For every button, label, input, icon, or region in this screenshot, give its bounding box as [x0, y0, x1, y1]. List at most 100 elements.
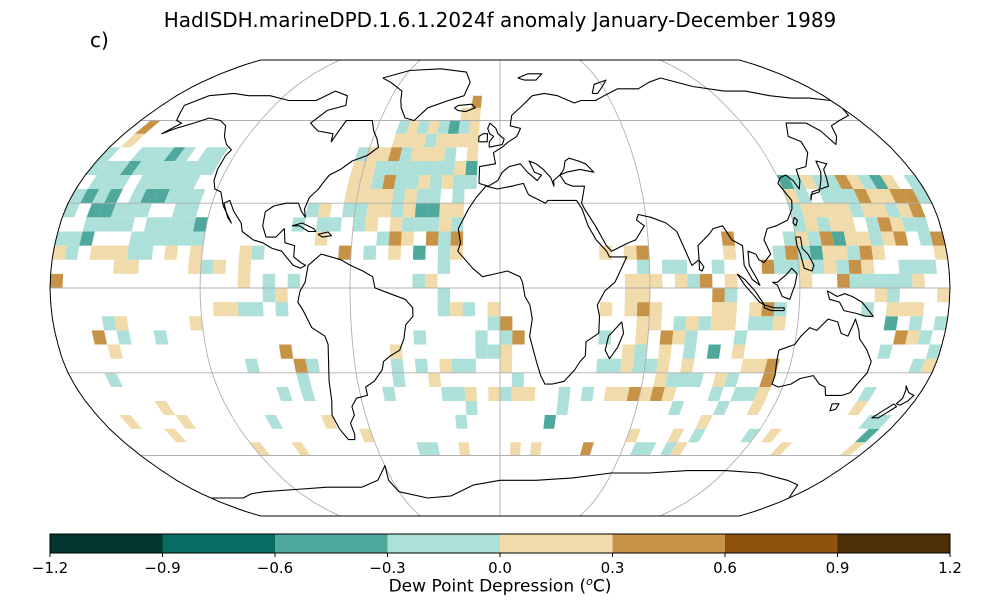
anomaly-cell: [279, 344, 294, 359]
anomaly-cell: [296, 372, 312, 387]
anomaly-cell: [177, 161, 198, 175]
anomaly-cell: [680, 358, 695, 373]
anomaly-cell: [402, 203, 416, 218]
anomaly-cell: [455, 415, 468, 429]
anomaly-cell: [388, 245, 401, 260]
anomaly-cell: [603, 387, 618, 401]
anomaly-cell: [624, 288, 638, 303]
anomaly-cell: [416, 442, 431, 456]
anomaly-cell: [439, 203, 452, 218]
anomaly-cell: [760, 428, 783, 443]
anomaly-cell: [687, 273, 700, 288]
anomaly-cell: [871, 245, 886, 260]
anomaly-cell: [142, 161, 164, 175]
anomaly-cell: [116, 330, 132, 345]
anomaly-cell: [181, 175, 201, 189]
anomaly-cell: [684, 330, 698, 345]
anomaly-cell: [633, 344, 648, 359]
colorbar-tick-label: 0.6: [713, 559, 737, 577]
anomaly-cell: [188, 245, 203, 260]
anomaly-cell: [769, 442, 793, 456]
anomaly-cell: [200, 161, 220, 175]
anomaly-cell: [748, 302, 763, 317]
anomaly-cell: [858, 245, 874, 260]
anomaly-cell: [912, 189, 932, 204]
anomaly-cell: [392, 372, 406, 387]
anomaly-cell: [165, 161, 187, 175]
anomaly-cell: [426, 442, 441, 456]
anomaly-cell: [140, 189, 159, 204]
anomaly-cell: [712, 401, 731, 415]
anomaly-cell: [451, 203, 464, 218]
anomaly-cell: [176, 189, 194, 204]
anomaly-cell: [665, 372, 680, 387]
anomaly-cell: [91, 330, 108, 345]
anomaly-cell: [917, 330, 934, 345]
anomaly-cell: [857, 387, 878, 401]
anomaly-cell: [908, 203, 926, 218]
anomaly-cell: [835, 259, 850, 274]
anomaly-cell: [275, 288, 288, 303]
anomaly-cell: [164, 245, 179, 260]
anomaly-cell: [293, 358, 308, 373]
coastlines: [161, 68, 915, 499]
anomaly-cell: [414, 217, 427, 232]
anomaly-cell: [740, 358, 756, 373]
anomaly-cell: [365, 147, 381, 161]
anomaly-cell: [128, 189, 147, 204]
anomaly-cell: [598, 330, 612, 345]
anomaly-cell: [178, 231, 194, 246]
anomaly-cell: [721, 231, 736, 246]
anomaly-cell: [856, 231, 872, 246]
anomaly-cell: [682, 344, 697, 359]
anomaly-cell: [373, 161, 388, 175]
anomaly-cell: [135, 203, 152, 218]
anomaly-cell: [791, 217, 807, 232]
coastline: [736, 273, 766, 306]
anomaly-cell: [818, 189, 836, 204]
longitude-line: [199, 60, 341, 516]
anomaly-cell: [816, 217, 832, 232]
anomaly-cell: [636, 259, 650, 274]
anomaly-cell: [107, 217, 123, 232]
anomaly-cell: [847, 401, 869, 415]
anomaly-cell: [629, 442, 647, 456]
anomaly-cell: [189, 161, 209, 175]
anomaly-cell: [880, 175, 901, 189]
anomaly-cell: [615, 387, 630, 401]
anomaly-cell: [698, 316, 712, 331]
anomaly-cell: [741, 387, 760, 401]
coastline: [297, 253, 414, 441]
coastline: [457, 182, 628, 385]
coastline: [454, 103, 476, 113]
anomaly-cell: [392, 189, 406, 204]
coastline: [478, 133, 489, 143]
anomaly-cell: [425, 231, 439, 246]
colorbar-tick-label: 0.0: [488, 559, 512, 577]
colorbar-tick-label: −0.3: [369, 559, 406, 577]
anomaly-cell: [733, 330, 748, 345]
anomaly-cell: [119, 415, 142, 429]
anomaly-cell: [487, 316, 500, 331]
anomaly-cell: [275, 302, 289, 317]
anomaly-cell: [358, 175, 374, 189]
anomaly-cell: [752, 358, 768, 373]
anomaly-cell: [414, 358, 428, 373]
anomaly-cell: [874, 288, 888, 303]
coastline: [771, 318, 872, 396]
anomaly-cell: [580, 387, 595, 401]
anomaly-cell: [317, 203, 332, 218]
anomaly-cell: [450, 217, 464, 232]
anomaly-cell: [839, 442, 866, 456]
anomaly-cell: [237, 273, 251, 288]
anomaly-cell: [356, 189, 371, 204]
anomaly-cell: [840, 217, 856, 232]
anomaly-cell: [661, 387, 677, 401]
anomaly-cell: [500, 316, 513, 331]
anomaly-cell: [753, 387, 771, 401]
anomaly-cell: [120, 133, 146, 148]
anomaly-cell: [416, 120, 431, 134]
anomaly-cell: [608, 358, 622, 373]
anomaly-cell: [113, 259, 127, 274]
anomaly-cell: [892, 330, 909, 345]
